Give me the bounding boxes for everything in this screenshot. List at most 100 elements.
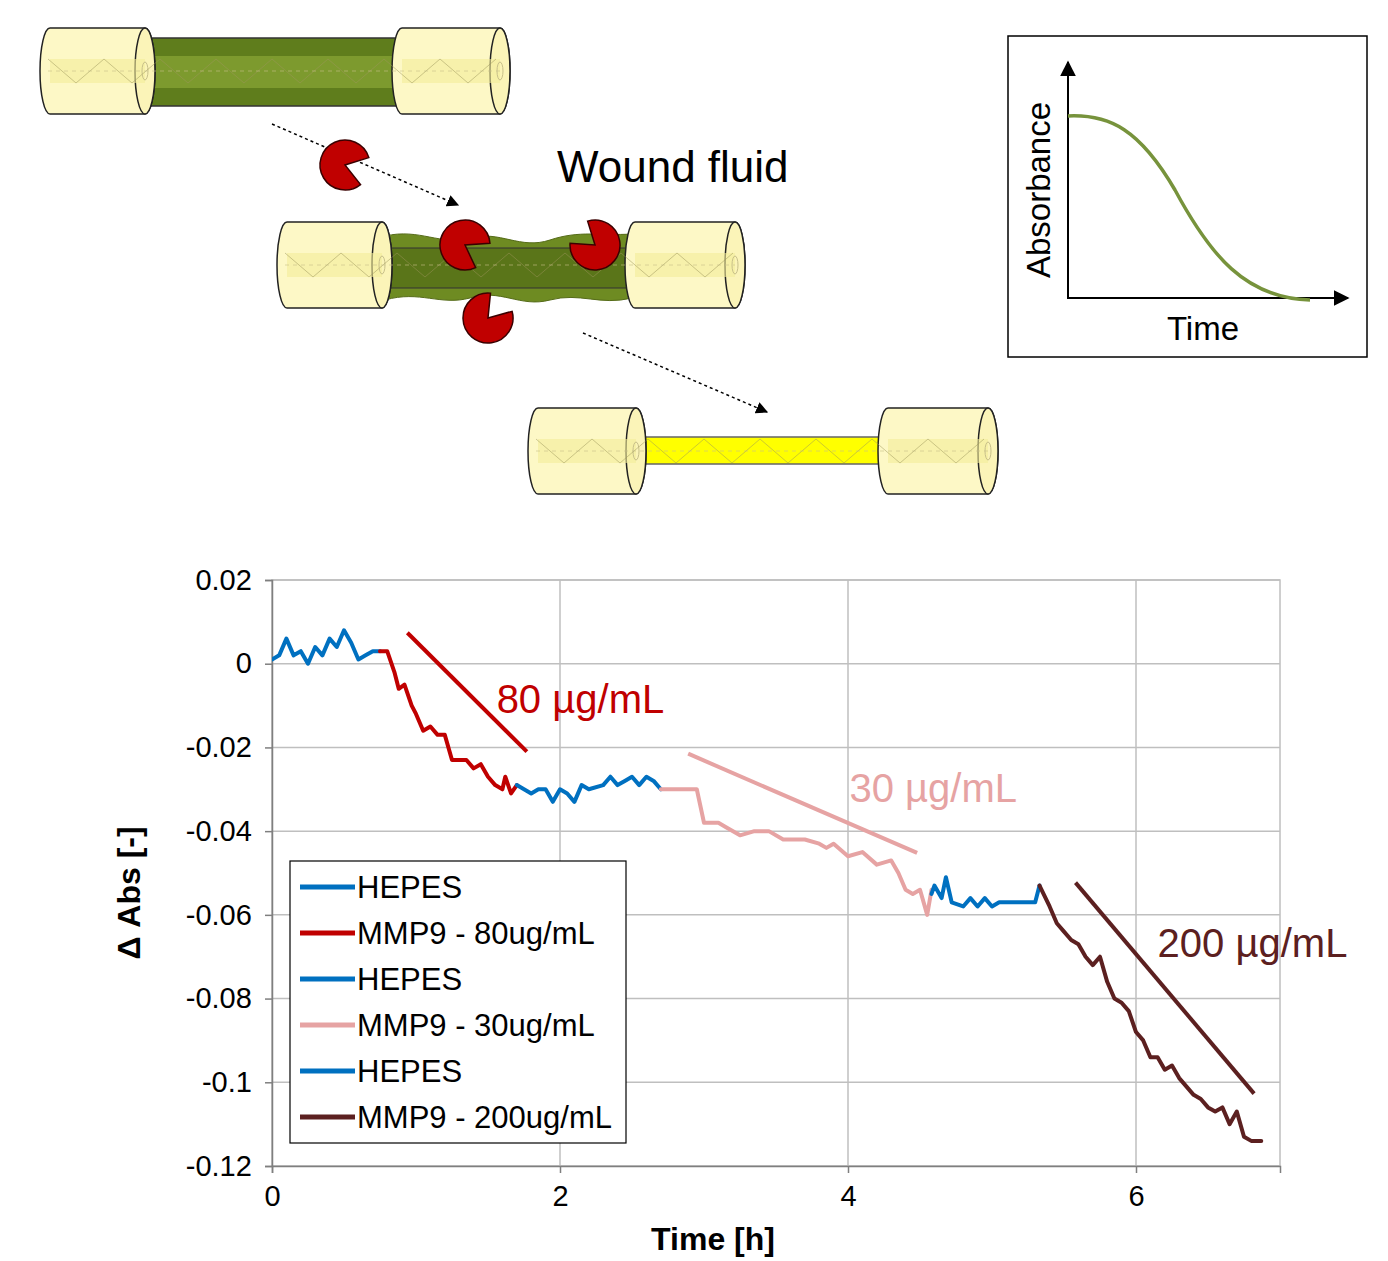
tube-intact [40, 28, 510, 114]
tick-mark [848, 1166, 850, 1173]
tick-mark [1136, 1166, 1138, 1173]
fiber-axis [48, 71, 500, 72]
axis-line [273, 1167, 1281, 1174]
tick-label: 6 [1128, 1180, 1144, 1212]
tick-label: -0.1 [202, 1066, 252, 1098]
grid-line-y [272, 663, 1280, 665]
inset-frame [1008, 36, 1367, 357]
series-line [932, 877, 1040, 906]
tube-degraded [528, 408, 998, 494]
y-axis: -0.12 -0.1 -0.08 -0.06 -0.04 -0.02 0 0.02 [186, 564, 273, 1182]
figure: Wound fluidAbsorbanceTime0246-0.12-0.1-0… [0, 0, 1388, 1261]
legend-item: HEPES [300, 1054, 462, 1089]
enzyme [570, 220, 620, 270]
tick: 0.02 [195, 564, 272, 596]
legend-swatch [300, 885, 355, 890]
tick: -0.12 [186, 1150, 272, 1182]
inset-y-axis [1067, 62, 1069, 299]
inset-x-label: Time [1167, 310, 1239, 347]
tick-label: -0.08 [186, 982, 252, 1014]
tick-mark [265, 831, 272, 833]
inset-curve [1068, 116, 1310, 300]
diagram: Wound fluid Absorbance Time [40, 28, 1367, 494]
legend: HEPES MMP9 - 80ug/mL HEPES MMP9 - 30ug/mL HE… [290, 861, 626, 1143]
tick: 2 [552, 1166, 568, 1212]
y-axis-title: Δ Abs [-] [111, 826, 147, 959]
tick: -0.1 [202, 1066, 272, 1098]
gel-core [145, 56, 400, 88]
tick: 0 [264, 1166, 280, 1212]
tick: -0.04 [186, 815, 272, 847]
tick: -0.02 [186, 731, 272, 763]
plot-marks [272, 630, 1261, 1141]
diagram-label: Wound fluid [557, 142, 789, 191]
annotation-label: 30 µg/mL [849, 766, 1017, 810]
tube-degrading [277, 222, 745, 308]
tick-mark [265, 998, 272, 1000]
grid-line-x [847, 580, 849, 1166]
inset-y-label: Absorbance [1020, 102, 1057, 278]
legend-swatch [300, 1115, 355, 1120]
enzyme [440, 220, 490, 270]
grid-line-x [1135, 580, 1137, 1166]
x-axis: 0 2 4 6 [264, 1166, 1280, 1212]
tick-label: -0.02 [186, 731, 252, 763]
series-line [272, 630, 380, 663]
chart: 0 2 4 6 -0.12 -0.1 -0.08 -0.06 -0.04 -0.02 0 0.02 Ti… [111, 564, 1347, 1257]
legend-label: MMP9 - 200ug/mL [357, 1100, 612, 1135]
arrow [272, 124, 458, 205]
fiber-axis [285, 265, 735, 266]
axis-line [265, 581, 273, 1167]
grid-line-y [272, 830, 1280, 832]
fiber-axis [536, 451, 988, 452]
gel [145, 38, 400, 106]
arrow [583, 333, 767, 412]
x-axis-title: Time [h] [651, 1221, 775, 1257]
grid-line-y [272, 747, 1280, 749]
inset: Absorbance Time [1008, 36, 1367, 357]
annotation-line [1076, 883, 1255, 1094]
tick-mark [560, 1166, 562, 1173]
tick-mark [265, 1082, 272, 1084]
legend-item: MMP9 - 30ug/mL [300, 1008, 595, 1043]
legend-item: HEPES [300, 870, 462, 905]
tick-label: 0.02 [195, 564, 251, 596]
tick-mark [265, 1166, 272, 1168]
legend-item: MMP9 - 200ug/mL [300, 1100, 612, 1135]
tick-label: 0 [264, 1180, 280, 1212]
legend-label: HEPES [357, 1054, 462, 1089]
series-line [517, 777, 661, 802]
tick-label: -0.04 [186, 815, 252, 847]
legend-box [290, 861, 626, 1143]
tick: 6 [1128, 1166, 1144, 1212]
tick-label: -0.06 [186, 899, 252, 931]
legend-swatch [300, 1069, 355, 1074]
annotation-label: 200 µg/mL [1158, 921, 1348, 965]
legend-label: MMP9 - 80ug/mL [357, 916, 595, 951]
enzyme [463, 293, 513, 343]
tick: -0.06 [186, 899, 272, 931]
legend-label: HEPES [357, 962, 462, 997]
tick-mark [265, 580, 272, 582]
tick-mark [265, 915, 272, 917]
legend-swatch [300, 1023, 355, 1028]
tick-label: 0 [236, 647, 252, 679]
grid [272, 580, 1280, 1166]
tick-mark [265, 663, 272, 665]
plot-frame [272, 580, 1280, 1166]
tick-mark [265, 747, 272, 749]
legend-label: HEPES [357, 870, 462, 905]
tick: 4 [840, 1166, 856, 1212]
legend-item: HEPES [300, 962, 462, 997]
legend-swatch [300, 977, 355, 982]
annotation-label: 80 µg/mL [497, 677, 665, 721]
legend-item: MMP9 - 80ug/mL [300, 916, 595, 951]
tick-label: 4 [840, 1180, 856, 1212]
tick: 0 [236, 647, 272, 679]
enzyme [320, 140, 369, 190]
legend-swatch [300, 931, 355, 936]
tick: -0.08 [186, 982, 272, 1014]
tick-label: 2 [552, 1180, 568, 1212]
tick-label: -0.12 [186, 1150, 252, 1182]
legend-label: MMP9 - 30ug/mL [357, 1008, 595, 1043]
